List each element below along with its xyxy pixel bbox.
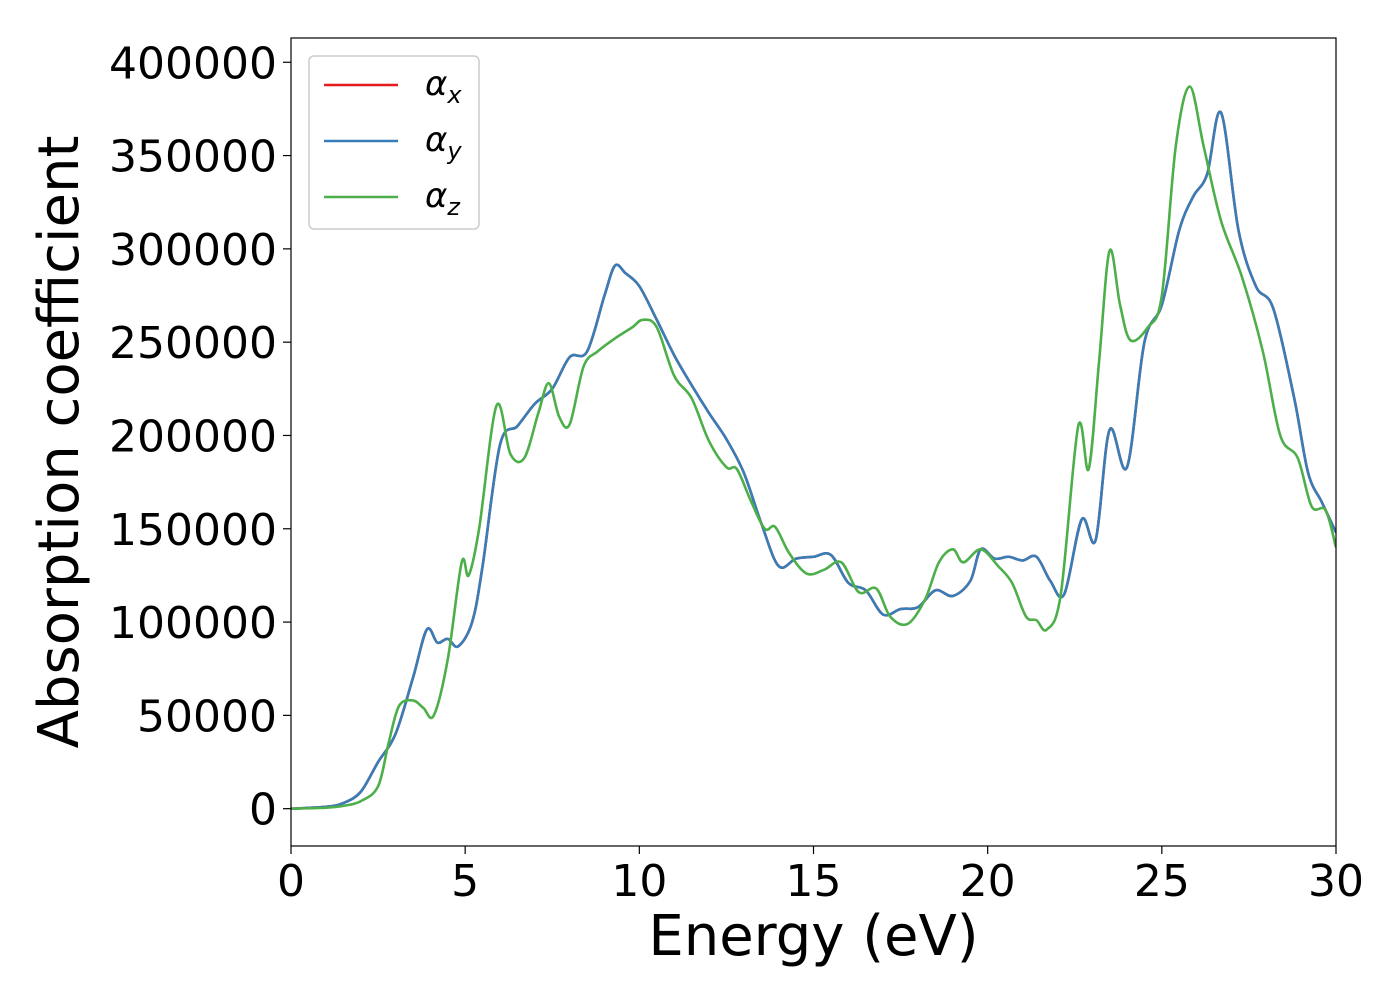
legend-items: αx αy αz bbox=[324, 64, 462, 221]
x-tick-label: 30 bbox=[1308, 856, 1364, 907]
legend-label-y: αy bbox=[425, 120, 462, 165]
y-axis-title: Absorption coefficient bbox=[27, 136, 92, 749]
x-axis-title: Energy (eV) bbox=[648, 904, 978, 969]
y-tick-label: 300000 bbox=[109, 225, 277, 276]
y-tick-label: 150000 bbox=[109, 505, 277, 556]
y-tick-label: 50000 bbox=[137, 691, 277, 742]
legend-label-z: αz bbox=[425, 176, 461, 221]
legend-label-x: αx bbox=[425, 64, 462, 109]
series-line-z bbox=[291, 85, 1336, 810]
x-tick-label: 0 bbox=[277, 856, 305, 907]
y-tick-label: 350000 bbox=[109, 132, 277, 183]
x-tick-label: 20 bbox=[960, 856, 1016, 907]
series-layer bbox=[291, 85, 1336, 810]
x-tick-label: 25 bbox=[1134, 856, 1190, 907]
legend-box bbox=[308, 55, 480, 230]
y-tick-label: 200000 bbox=[109, 411, 277, 462]
y-tick-label: 100000 bbox=[109, 598, 277, 649]
x-tick-label: 15 bbox=[786, 856, 842, 907]
series-line-y bbox=[291, 110, 1336, 810]
x-tick-label: 10 bbox=[611, 856, 667, 907]
y-tick-label: 400000 bbox=[109, 38, 277, 89]
x-tick-label: 5 bbox=[451, 856, 479, 907]
legend: αx αy αz bbox=[308, 55, 480, 230]
y-tick-label: 250000 bbox=[109, 318, 277, 369]
ticks-layer: 0 5 10 15 20 25 30 0 50000 100000 150000 200000 2500… bbox=[109, 38, 1364, 907]
y-tick-label: 0 bbox=[249, 785, 277, 836]
